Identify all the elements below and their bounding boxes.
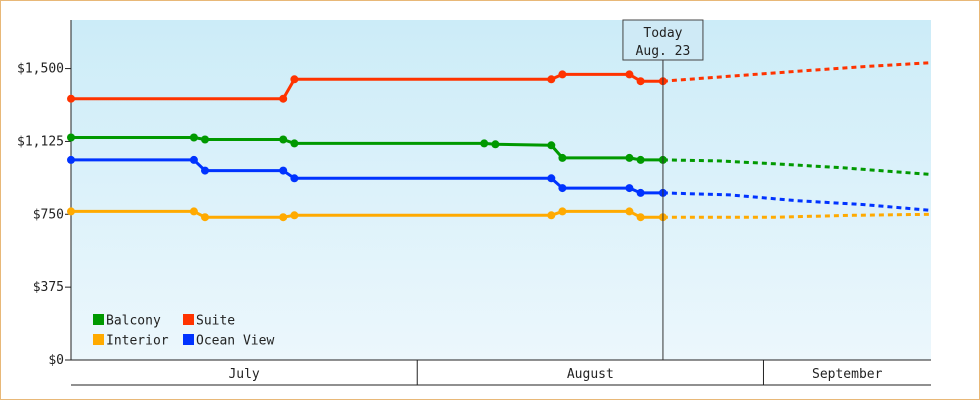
y-tick-label: $750 [33,207,64,222]
data-point-balcony [625,153,634,162]
series-balcony [67,133,932,176]
forecast-line-balcony [662,158,932,176]
y-axis: $0 $375 $750 $1,125 $1,500 [17,20,72,368]
data-point-balcony [491,140,500,149]
data-point-interior [189,207,198,216]
data-point-balcony [636,155,645,164]
data-point-balcony [480,139,489,148]
data-point-balcony [558,153,567,162]
data-point-interior [547,211,556,220]
data-point-balcony [67,133,75,142]
data-point-suite [558,70,567,79]
data-point-ocean-view [279,166,288,175]
data-point-balcony [201,135,209,144]
legend-swatch-interior [93,334,104,345]
month-label: September [812,367,883,382]
today-label-box [622,19,704,61]
data-point-interior [290,211,299,220]
series-line-interior [71,209,663,219]
legend-label-suite: Suite [196,314,235,329]
series-line-ocean-view [71,158,663,195]
data-point-balcony [547,141,556,150]
data-point-suite [290,75,299,84]
month-label: August [567,367,614,382]
data-point-balcony [189,133,198,142]
y-tick-label: $1,125 [17,134,64,149]
legend-label-ocean-view: Ocean View [196,334,274,349]
data-point-suite [625,70,634,79]
series-layer [67,61,932,222]
data-point-ocean-view [625,184,634,193]
today-date-label: Aug. 23 [636,44,691,59]
y-tick-label: $375 [33,280,64,295]
data-point-suite [67,94,75,103]
data-point-interior [558,207,567,216]
data-point-interior [636,213,645,222]
data-point-balcony [290,139,299,148]
forecast-line-suite [662,61,932,83]
today-marker: Today Aug. 23 [622,19,704,360]
plot-background [71,20,931,360]
y-tick-label: $1,500 [17,62,64,77]
data-point-suite [636,77,645,86]
data-point-ocean-view [636,188,645,197]
data-point-ocean-view [189,155,198,164]
forecast-line-interior [662,212,932,219]
today-label: Today [643,26,682,41]
legend-swatch-suite [183,314,194,325]
legend-swatch-balcony [93,314,104,325]
data-point-ocean-view [547,174,556,183]
data-point-interior [279,213,288,222]
legend-label-interior: Interior [106,334,169,349]
data-point-interior [67,207,75,216]
data-point-interior [201,213,209,222]
data-point-suite [547,75,556,84]
legend: Balcony Suite Interior Ocean View [93,314,274,349]
y-tick-label: $0 [48,353,64,368]
series-interior [67,207,932,222]
data-point-ocean-view [290,174,299,183]
data-point-ocean-view [67,155,75,164]
data-point-balcony [279,135,288,144]
month-label: July [228,367,259,382]
data-point-interior [625,207,634,216]
legend-swatch-ocean-view [183,334,194,345]
legend-label-balcony: Balcony [106,314,161,329]
data-point-suite [279,94,288,103]
data-point-ocean-view [558,184,567,193]
data-point-ocean-view [201,166,209,175]
x-axis: July August September [71,359,931,386]
